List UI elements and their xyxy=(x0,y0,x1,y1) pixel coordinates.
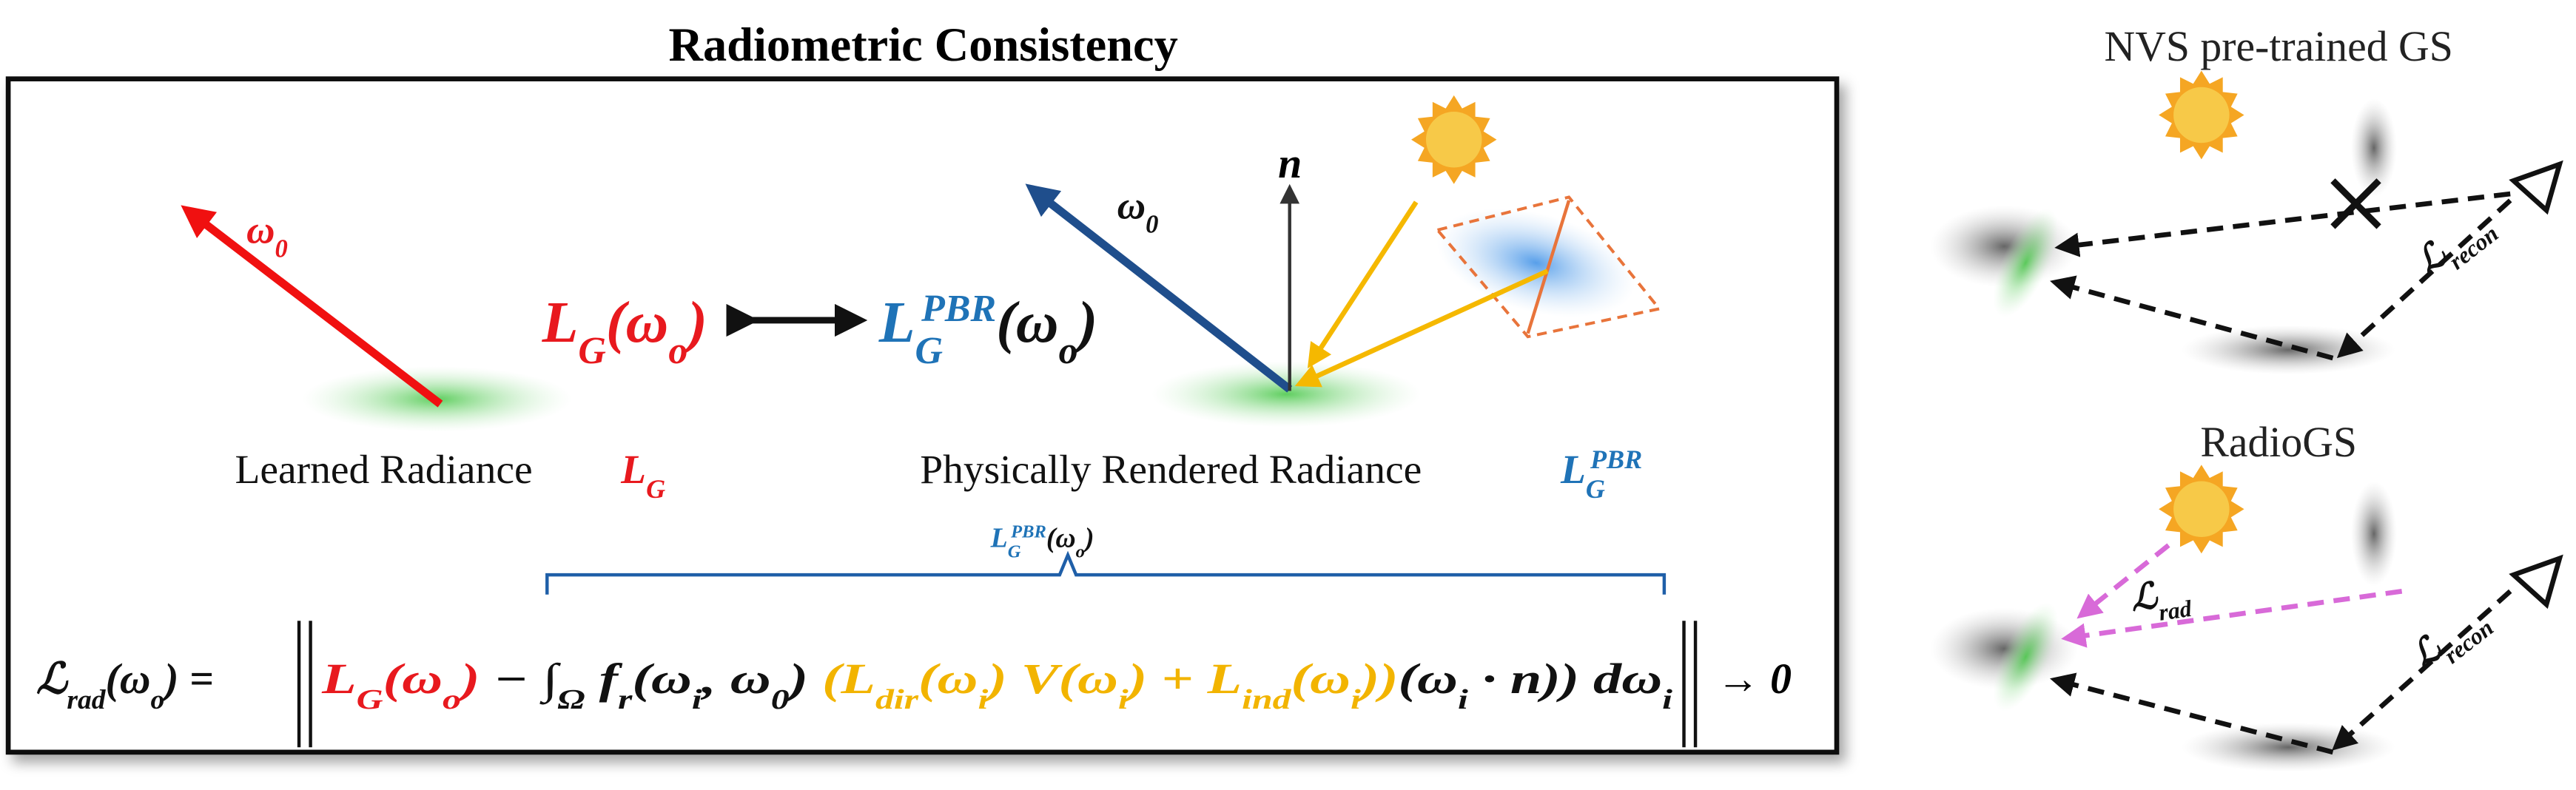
math-part: G xyxy=(1586,474,1605,504)
math-part: (ω xyxy=(632,656,691,703)
math-part: L xyxy=(1560,448,1586,493)
math-part: o xyxy=(443,684,461,715)
radiogs-scene xyxy=(1930,465,2563,772)
loss-label: ℒrecon xyxy=(2408,200,2503,290)
math-part: i xyxy=(692,684,703,715)
math-part: (ω xyxy=(383,656,443,703)
math-part: (ω xyxy=(606,290,668,355)
math-part: ) = xyxy=(161,656,214,703)
math-part: (ω xyxy=(106,656,151,703)
math-part: (ω xyxy=(1399,656,1458,703)
omega-label: ω0 xyxy=(1117,183,1159,238)
math-part: PBR xyxy=(1590,445,1642,474)
math-part: o xyxy=(1059,329,1078,371)
brace xyxy=(545,550,1667,595)
plane xyxy=(1434,195,1662,339)
math-part: G xyxy=(357,684,383,715)
brace-label: LGPBR(ωo) xyxy=(990,521,1094,561)
normal-label: n xyxy=(1278,141,1302,187)
math-part: recon xyxy=(2444,220,2503,274)
math-part: ℒ xyxy=(2128,575,2160,619)
math-part: L xyxy=(878,290,915,355)
math-part: PBR xyxy=(921,287,996,329)
caption: Learned Radiance xyxy=(235,448,532,493)
math-part: ) + L xyxy=(1123,656,1242,703)
math-part: i xyxy=(1351,684,1362,715)
math-part: , ω xyxy=(700,656,771,703)
math-part: G xyxy=(915,329,944,371)
omega-label: ω0 xyxy=(246,209,288,263)
norm-bars xyxy=(297,621,1698,748)
math-part: 0 xyxy=(1146,210,1158,238)
math-part: ind xyxy=(1242,684,1292,715)
math-part: )) xyxy=(1356,656,1398,703)
radiance-arrow xyxy=(181,205,443,408)
panel-title: RadioGS xyxy=(2200,419,2357,466)
math-part: (ω xyxy=(996,290,1058,355)
math-part: − ∫ xyxy=(480,656,562,705)
math-part: i xyxy=(978,684,989,715)
math-part: ω xyxy=(1117,183,1146,227)
math-part: L xyxy=(990,522,1008,553)
math-part: ) xyxy=(683,290,707,355)
math-part: ω xyxy=(246,209,275,252)
math-part: dir xyxy=(875,684,919,715)
loss-label: ℒrad xyxy=(2128,570,2193,629)
math-part: PBR xyxy=(1010,521,1046,541)
math-part: o xyxy=(1076,541,1085,561)
math-part: i xyxy=(1118,684,1129,715)
panel-frame xyxy=(5,76,1840,755)
math-part: ℒ xyxy=(36,656,69,703)
plane-edge xyxy=(1526,200,1571,334)
math-part: i xyxy=(1662,684,1673,715)
math-part: 0 xyxy=(275,235,288,263)
panel-title: NVS pre-trained GS xyxy=(2105,24,2453,70)
math-part: ) V(ω xyxy=(983,656,1118,703)
radiance-arrow xyxy=(1025,183,1293,393)
math-part: L xyxy=(321,656,357,703)
math-part: (ω xyxy=(1046,522,1076,553)
light-ray xyxy=(1294,269,1549,388)
math-part: (ω xyxy=(1291,656,1351,703)
math-part: o xyxy=(150,684,164,715)
lg-pbr: LGPBR(ωo) xyxy=(878,287,1097,371)
math-part: r xyxy=(618,684,633,715)
loss-label: ℒrecon xyxy=(2403,595,2498,684)
blue-gaussian xyxy=(1436,208,1635,317)
lg: LG(ωo) xyxy=(542,290,707,372)
math-part: (L xyxy=(808,656,875,703)
math-part: rad xyxy=(67,684,106,715)
math-part: L xyxy=(542,290,579,355)
caption: Physically Rendered Radiance xyxy=(920,448,1422,493)
math-part: rad xyxy=(2157,595,2194,625)
math-part: i xyxy=(1458,684,1469,715)
math-part: G xyxy=(646,474,665,504)
nvs-scene xyxy=(1930,70,2563,375)
math-part: L xyxy=(620,448,646,493)
formula-tail: → 0 xyxy=(1717,656,1792,703)
caption-symbol: LGPBR xyxy=(1560,445,1642,504)
light-ray xyxy=(1307,200,1419,368)
formula-lhs: ℒrad(ωo) = xyxy=(36,656,214,715)
math-part: ) xyxy=(1083,522,1094,553)
formula-middle: L G (ω o) − ∫ Ω f r (ω i, ω 0) (L dir (ω i) V(ω i) +… xyxy=(321,656,1673,715)
math-part: recon xyxy=(2439,614,2498,668)
math-part: (ω xyxy=(918,656,978,703)
math-part: Ω xyxy=(557,684,585,715)
math-part: o xyxy=(668,329,687,371)
title: Radiometric Consistency xyxy=(668,18,1177,71)
math-part: 0 xyxy=(771,684,790,715)
math-part: ) xyxy=(1074,290,1098,355)
math-part: · n)) dω xyxy=(1468,656,1662,703)
math-part: G xyxy=(1008,541,1021,561)
math-part: f xyxy=(585,656,624,703)
caption-symbol: LG xyxy=(620,448,665,504)
math-part: G xyxy=(578,329,606,371)
gaussian xyxy=(1151,361,1422,428)
